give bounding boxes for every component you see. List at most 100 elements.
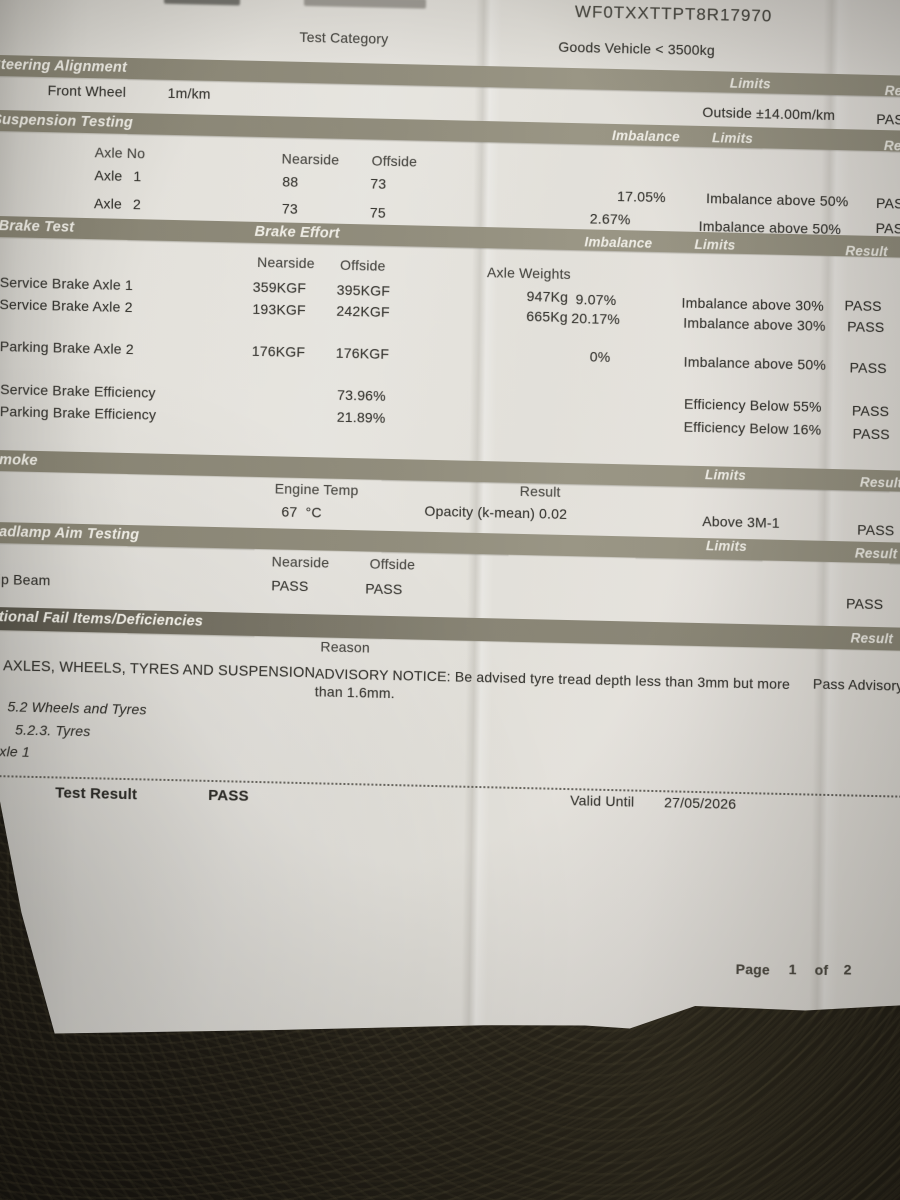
suspension-row-result: PASS (875, 194, 900, 212)
suspension-row-axle-no: 2 (132, 196, 142, 213)
smoke-col-engine-temp: Engine Temp (274, 480, 359, 499)
brake-row-limit: Imbalance above 50% (683, 353, 827, 373)
page-number: 1 (788, 961, 797, 978)
brake-efficiency-result: PASS (852, 425, 890, 443)
page-of-label: of (814, 961, 829, 979)
test-category-value: Goods Vehicle < 3500kg (558, 38, 716, 59)
brake-row-result: PASS (849, 359, 887, 377)
test-result-value: PASS (208, 786, 249, 805)
brake-result-header: Result (845, 243, 888, 260)
valid-until-label: Valid Until (570, 792, 635, 810)
suspension-row-offside: 75 (369, 204, 386, 221)
additional-reason-header: Reason (320, 638, 371, 656)
brake-row-offside: 395KGF (336, 281, 391, 299)
suspension-row-offside: 73 (370, 175, 387, 192)
headlamp-limits-header: Limits (705, 538, 748, 555)
section-title-steering: Steering Alignment (0, 56, 128, 76)
section-title-suspension: Suspension Testing (0, 111, 134, 132)
brake-row-limit: Imbalance above 30% (683, 314, 826, 334)
suspension-col-offside: Offside (371, 152, 418, 170)
section-band-smoke: Smoke Limits Result (0, 449, 900, 493)
smoke-col-result: Result (519, 482, 561, 500)
brake-efficiency-label: Service Brake Efficiency (0, 381, 156, 401)
brake-col-offside: Offside (339, 256, 386, 274)
suspension-row-label: Axle (94, 167, 123, 184)
smoke-engine-temp-value: 67 °C (281, 503, 322, 521)
brake-limits-header: Limits (694, 236, 736, 253)
additional-sub-item: 5.2 Wheels and Tyres (7, 698, 147, 718)
suspension-row-axle-no: 1 (133, 168, 142, 185)
page-footer-label: Page (735, 960, 771, 978)
suspension-limits-header: Limits (711, 130, 754, 147)
headlamp-row-result: PASS (846, 595, 884, 613)
brake-row-offside: 176KGF (335, 344, 390, 362)
brake-efficiency-label: Parking Brake Efficiency (0, 403, 157, 423)
brake-row-result: PASS (844, 297, 882, 315)
additional-item-result: Pass Advisory (812, 675, 900, 694)
brake-row-imbalance: 20.17% (571, 310, 621, 328)
additional-sub-item: 5.2.3. Tyres (15, 721, 91, 740)
brake-col-nearside: Nearside (257, 253, 315, 272)
brake-row-label: Service Brake Axle 2 (0, 296, 133, 316)
headlamp-result-header: Result (854, 545, 898, 562)
additional-sub-item: Axle 1 (0, 742, 31, 760)
headlamp-col-offside: Offside (369, 555, 416, 573)
cropped-text-fragment (304, 0, 426, 9)
vin-value: WF0TXXTTPT8R17970 (574, 2, 773, 26)
section-band-additional-fail-items: Additional Fail Items/Deficiencies Resul… (0, 606, 900, 652)
steering-row-value: 1m/km (167, 84, 211, 102)
suspension-row-imbalance: 2.67% (589, 210, 631, 228)
test-category-label: Test Category (299, 28, 389, 47)
brake-efficiency-limit: Efficiency Below 16% (683, 418, 822, 438)
suspension-col-axle-no: Axle No (94, 144, 146, 162)
page-total: 2 (843, 961, 852, 978)
additional-result-header: Result (850, 630, 894, 647)
brake-row-axle-weight: 947Kg (526, 288, 569, 305)
test-result-label: Test Result (55, 784, 138, 804)
mot-test-report-sheet: WF0TXXTTPT8R17970 Test Category Goods Ve… (0, 0, 900, 1084)
suspension-row-nearside: 88 (282, 173, 299, 190)
headlamp-row-label: Dip Beam (0, 570, 51, 589)
brake-row-imbalance: 0% (589, 348, 611, 365)
steering-limits-header: Limits (729, 75, 771, 92)
brake-row-result: PASS (847, 318, 885, 336)
brake-efficiency-result: PASS (851, 402, 890, 420)
suspension-row-limit: Imbalance above 50% (706, 190, 849, 210)
suspension-row-label: Axle (93, 195, 123, 212)
brake-row-imbalance: 9.07% (575, 291, 617, 309)
additional-item-reason: ADVISORY NOTICE: Be advised tyre tread d… (314, 665, 791, 702)
brake-row-label: Parking Brake Axle 2 (0, 338, 134, 358)
suspension-row-imbalance: 17.05% (617, 188, 666, 206)
suspension-row-result: PASS (875, 219, 900, 237)
suspension-result-header: Result (883, 138, 900, 155)
section-title-smoke: Smoke (0, 451, 38, 469)
steering-result-header: Result (884, 83, 900, 100)
brake-row-limit: Imbalance above 30% (681, 294, 825, 314)
brake-efficiency-value: 21.89% (336, 408, 386, 426)
section-title-brake-test: Brake Test (0, 218, 75, 236)
section-band-steering-alignment: Steering Alignment Limits Result (0, 54, 900, 98)
valid-until-value: 27/05/2026 (664, 794, 737, 812)
brake-efficiency-limit: Efficiency Below 55% (683, 395, 822, 415)
brake-effort-header: Brake Effort (254, 223, 340, 242)
brake-row-axle-weight: 665Kg (526, 308, 568, 325)
brake-efficiency-value: 73.96% (337, 386, 386, 404)
brake-row-label: Service Brake Axle 1 (0, 274, 134, 294)
brake-row-nearside: 176KGF (251, 342, 306, 361)
smoke-result-status: PASS (857, 521, 895, 539)
cropped-text-fragment (164, 0, 240, 5)
steering-row-limit: Outside ±14.00m/km (702, 103, 836, 123)
smoke-limits-header: Limits (704, 467, 747, 484)
brake-row-nearside: 193KGF (252, 300, 306, 319)
smoke-result-header: Result (859, 474, 900, 491)
steering-row-result: PASS (876, 110, 900, 128)
brake-row-offside: 242KGF (336, 302, 390, 320)
suspension-imbalance-header: Imbalance (611, 127, 680, 145)
steering-row-label: Front Wheel (47, 82, 127, 100)
smoke-limit: Above 3M-1 (702, 513, 780, 531)
brake-imbalance-header: Imbalance (584, 234, 653, 251)
brake-col-axle-weights: Axle Weights (486, 264, 571, 283)
headlamp-row-nearside: PASS (271, 577, 309, 595)
suspension-col-nearside: Nearside (281, 150, 340, 168)
section-title-additional: Additional Fail Items/Deficiencies (0, 608, 204, 630)
